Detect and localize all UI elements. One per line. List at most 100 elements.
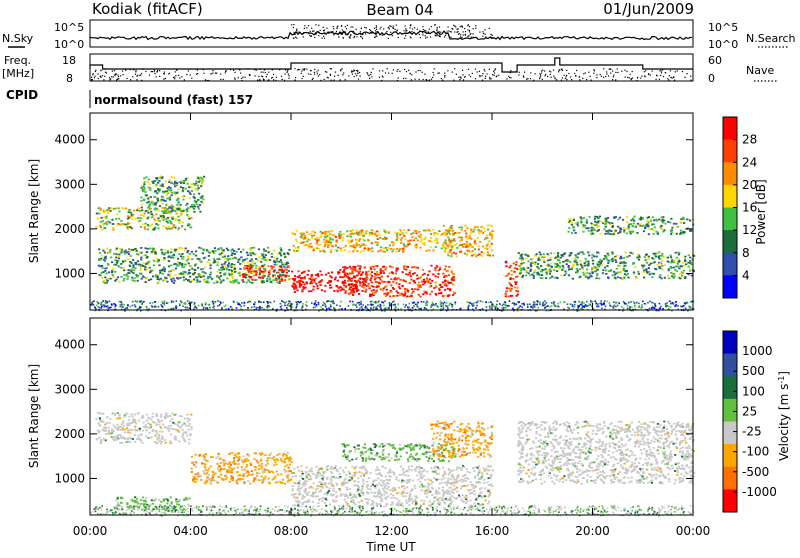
heatmap-cell [321,306,323,308]
heatmap-cell [505,265,507,267]
nave-point [657,75,658,76]
heatmap-cell [446,230,448,232]
heatmap-cell [224,258,226,260]
heatmap-cell [136,209,138,211]
heatmap-cell [540,265,542,267]
heatmap-cell [222,268,224,270]
heatmap-cell [138,264,140,266]
heatmap-cell [239,272,241,274]
heatmap-cell [344,249,346,251]
nave-point [434,68,435,69]
nave-point [130,69,131,70]
nave-point [579,79,580,80]
heatmap-cell [356,270,358,272]
heatmap-cell [188,263,190,265]
heatmap-cell [497,300,499,302]
heatmap-cell [198,193,200,195]
heatmap-cell [341,308,343,310]
heatmap-cell [446,302,448,304]
heatmap-cell [98,213,100,215]
freq-panel: Freq. [MHz] 18 8 60 0 Nave [2,54,778,85]
heatmap-cell [491,243,493,245]
heatmap-cell [364,267,366,269]
heatmap-cell [430,246,432,248]
heatmap-cell [231,270,233,272]
heatmap-cell [393,242,395,244]
heatmap-cell [349,287,351,289]
heatmap-cell [659,276,661,278]
heatmap-cell [370,301,372,303]
nsearch-point [376,36,377,37]
nsearch-point [408,33,409,34]
heatmap-cell [395,282,397,284]
heatmap-cell [454,244,456,246]
nave-point [279,69,280,70]
heatmap-cell [121,207,123,209]
heatmap-cell [395,307,397,309]
heatmap-cell [380,288,382,290]
heatmap-cell [670,303,672,305]
heatmap-cell [236,307,238,309]
heatmap-cell [258,277,260,279]
heatmap-cell [486,245,488,247]
heatmap-cell [539,304,541,306]
heatmap-cell [437,276,439,278]
heatmap-cell [348,251,350,253]
nsearch-point [311,28,312,29]
heatmap-cell [306,231,308,233]
heatmap-cell [147,210,149,212]
colorbar-segment [723,230,737,253]
heatmap-cell [322,308,324,310]
nsearch-point [326,28,327,29]
heatmap-cell [168,189,170,191]
heatmap-cell [514,303,516,305]
heatmap-cell [313,307,315,309]
heatmap-cell [659,263,661,265]
heatmap-cell [185,178,187,180]
heatmap-cell [608,260,610,262]
nsearch-point [457,29,458,30]
heatmap-cell [195,201,197,203]
heatmap-cell [681,275,683,277]
heatmap-cell [585,261,587,263]
heatmap-cell [129,432,131,434]
heatmap-cell [192,273,194,275]
heatmap-cell [643,271,645,273]
heatmap-cell [189,272,191,274]
heatmap-cell [353,291,355,293]
heatmap-cell [461,239,463,241]
nave-point [226,70,227,71]
nsearch-point [382,35,383,36]
heatmap-cell [195,187,197,189]
heatmap-cell [183,182,185,184]
nave-point [367,73,368,74]
heatmap-cell [446,270,448,272]
heatmap-cell [628,302,630,304]
heatmap-cell [671,227,673,229]
heatmap-cell [324,231,326,233]
heatmap-cell [682,272,684,274]
heatmap-cell [420,308,422,310]
heatmap-cell [661,216,663,218]
heatmap-cell [324,236,326,238]
heatmap-cell [253,279,255,281]
heatmap-cell [392,272,394,274]
heatmap-cell [616,268,618,270]
heatmap-cell [187,207,189,209]
heatmap-cell [167,256,169,258]
heatmap-cell [538,268,540,270]
nave-point [637,77,638,78]
heatmap-cell [316,247,318,249]
heatmap-cell [174,185,176,187]
heatmap-cell [273,250,275,252]
heatmap-cell [401,285,403,287]
nsearch-point [405,35,406,36]
nave-point [684,77,685,78]
heatmap-cell [601,264,603,266]
power-colorbar-label: Power [dB] [754,179,768,244]
heatmap-cell [636,232,638,234]
nave-point [493,71,494,72]
heatmap-cell [120,263,122,265]
nave-point [470,76,471,77]
heatmap-cell [105,221,107,223]
